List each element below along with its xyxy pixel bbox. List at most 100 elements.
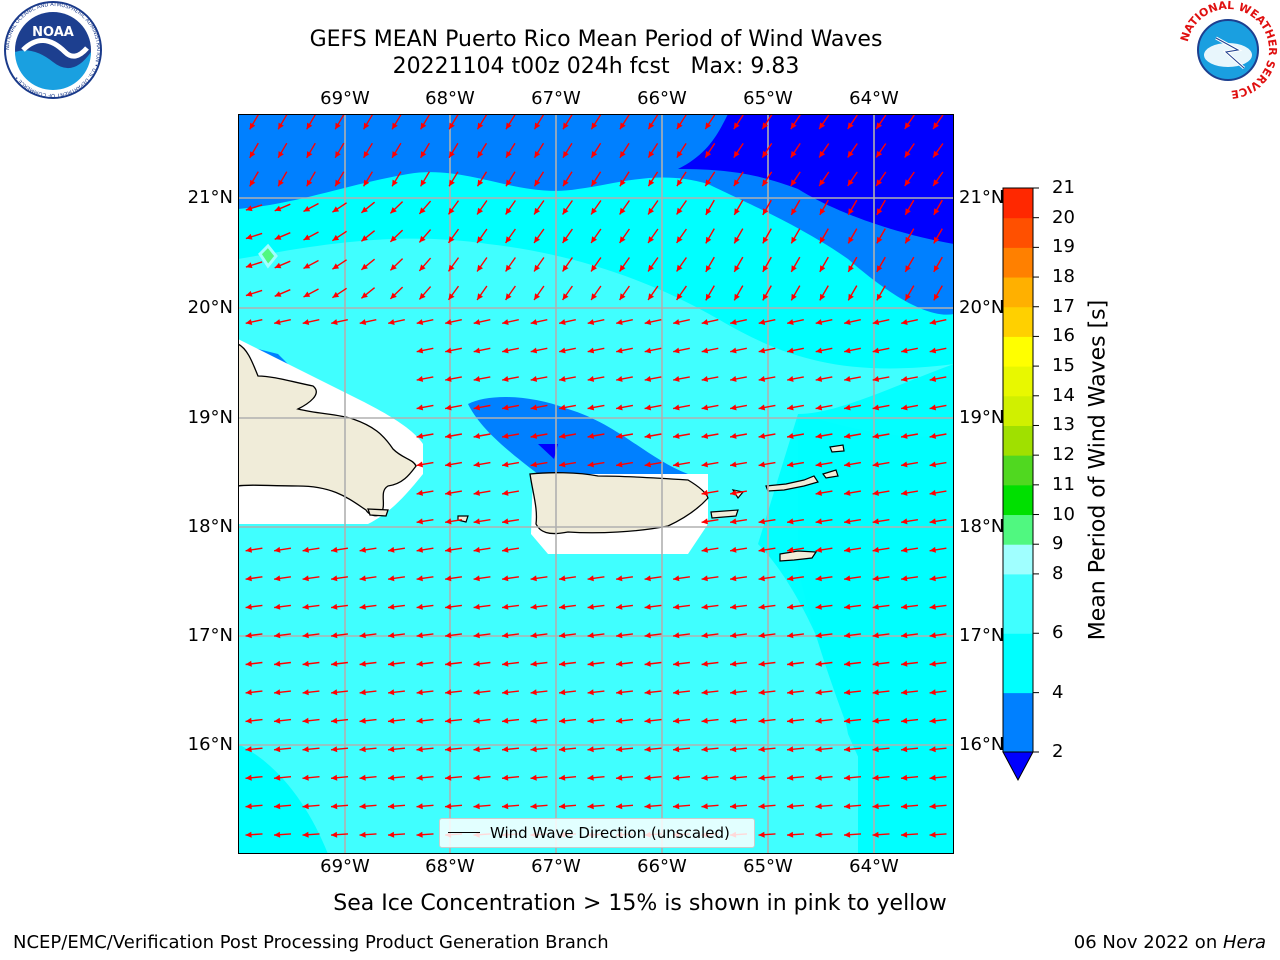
direction-arrow-head (534, 122, 541, 130)
direction-arrow-head (449, 151, 455, 158)
direction-arrow-head (872, 518, 879, 525)
direction-arrow-head (249, 122, 256, 130)
direction-arrow-head (787, 376, 794, 382)
direction-arrow-head (819, 293, 826, 301)
direction-arrow-head (758, 831, 765, 838)
direction-arrow-head (616, 689, 623, 696)
direction-arrow-head (388, 717, 395, 724)
direction-arrow-head (335, 122, 341, 130)
direction-arrow-head (502, 603, 509, 610)
direction-arrow-head (559, 660, 566, 667)
direction-arrow-head (791, 265, 797, 272)
direction-arrow-head (530, 803, 537, 810)
direction-arrow-head (787, 717, 794, 724)
lat-tick-left: 19°N (187, 407, 233, 428)
direction-arrow-head (448, 207, 455, 215)
colorbar-segment (1003, 217, 1033, 248)
direction-arrow-head (844, 831, 851, 838)
land-anegada (829, 444, 845, 453)
direction-arrow-head (591, 293, 597, 300)
direction-arrow-head (676, 122, 683, 130)
direction-arrow-head (758, 319, 766, 325)
direction-arrow-head (762, 208, 769, 215)
direction-arrow-head (815, 575, 822, 582)
direction-arrow-head (502, 689, 509, 696)
colorbar-under-extension (1002, 751, 1034, 782)
direction-arrow-head (848, 265, 854, 272)
direction-arrow-head (787, 461, 794, 468)
colorbar-tick-label: 9 (1052, 533, 1064, 555)
direction-arrow-head (929, 404, 937, 411)
direction-arrow-head (335, 179, 341, 187)
direction-arrow-head (530, 376, 538, 382)
colorbar-segment (1003, 692, 1033, 723)
direction-arrow-head (249, 151, 256, 158)
direction-arrow-head (730, 689, 737, 696)
direction-arrow-head (361, 263, 368, 270)
lon-tick-bottom: 69°W (320, 856, 370, 877)
direction-arrow-head (844, 518, 851, 525)
direction-arrow-head (332, 291, 340, 298)
sea-ice-note: Sea Ice Concentration > 15% is shown in … (333, 891, 947, 916)
direction-arrow-head (416, 632, 423, 639)
direction-arrow-head (245, 290, 253, 297)
direction-arrow-head (559, 404, 566, 411)
direction-arrow-head (644, 376, 652, 382)
direction-arrow-head (416, 746, 423, 753)
direction-arrow-head (473, 546, 480, 553)
direction-arrow-head (505, 236, 512, 243)
direction-arrow-head (530, 433, 538, 439)
direction-arrow-head (477, 293, 483, 300)
direction-arrow-head (359, 603, 366, 610)
direction-arrow-head (388, 831, 395, 838)
direction-arrow-head (815, 803, 822, 810)
direction-arrow-head (844, 546, 851, 553)
colorbar-tick-label: 4 (1052, 681, 1064, 703)
direction-arrow-head (730, 746, 737, 753)
direction-arrow-head (644, 632, 651, 639)
direction-arrow-head (274, 319, 281, 325)
lat-tick-left: 16°N (187, 734, 233, 755)
direction-arrow-head (787, 774, 794, 781)
direction-arrow-head (445, 575, 452, 582)
direction-arrow-head (844, 603, 851, 610)
direction-arrow-head (872, 831, 879, 838)
generation-date: 06 Nov 2022 on Hera (1074, 933, 1266, 953)
direction-arrow-head (705, 122, 712, 130)
direction-arrow-head (359, 717, 366, 724)
direction-arrow-head (534, 179, 541, 187)
direction-arrow-head (701, 603, 708, 610)
direction-arrow-head (473, 404, 481, 411)
direction-arrow-head (559, 689, 566, 696)
direction-arrow-head (901, 404, 908, 411)
direction-arrow-head (758, 404, 766, 411)
direction-arrow-head (249, 179, 256, 187)
direction-arrow-head (730, 404, 737, 411)
direction-arrow-head (815, 546, 822, 553)
direction-arrow-head (563, 151, 569, 158)
colorbar-segment (1003, 336, 1033, 367)
direction-arrow-head (762, 236, 769, 244)
direction-arrow-head (559, 774, 566, 781)
direction-arrow-head (705, 208, 712, 215)
direction-arrow-head (390, 235, 397, 242)
direction-arrow-head (758, 461, 765, 468)
direction-arrow-head (872, 347, 880, 354)
colorbar-tick-label: 18 (1052, 266, 1075, 288)
direction-arrow-head (530, 575, 537, 582)
direction-arrow-head (701, 746, 708, 753)
direction-arrow-head (245, 746, 252, 753)
direction-arrow-head (705, 293, 712, 301)
legend-label: Wind Wave Direction (unscaled) (490, 824, 730, 842)
colorbar-tick-label: 13 (1052, 414, 1075, 436)
direction-arrow-head (302, 603, 309, 610)
direction-arrow-head (819, 122, 826, 129)
direction-arrow-head (361, 292, 368, 299)
direction-arrow-head (933, 150, 939, 158)
lon-tick-bottom: 67°W (531, 856, 581, 877)
direction-arrow-head (790, 150, 797, 158)
direction-arrow-head (245, 660, 252, 667)
direction-arrow-head (416, 404, 424, 411)
direction-arrow-head (388, 660, 395, 667)
direction-arrow-head (905, 208, 911, 215)
